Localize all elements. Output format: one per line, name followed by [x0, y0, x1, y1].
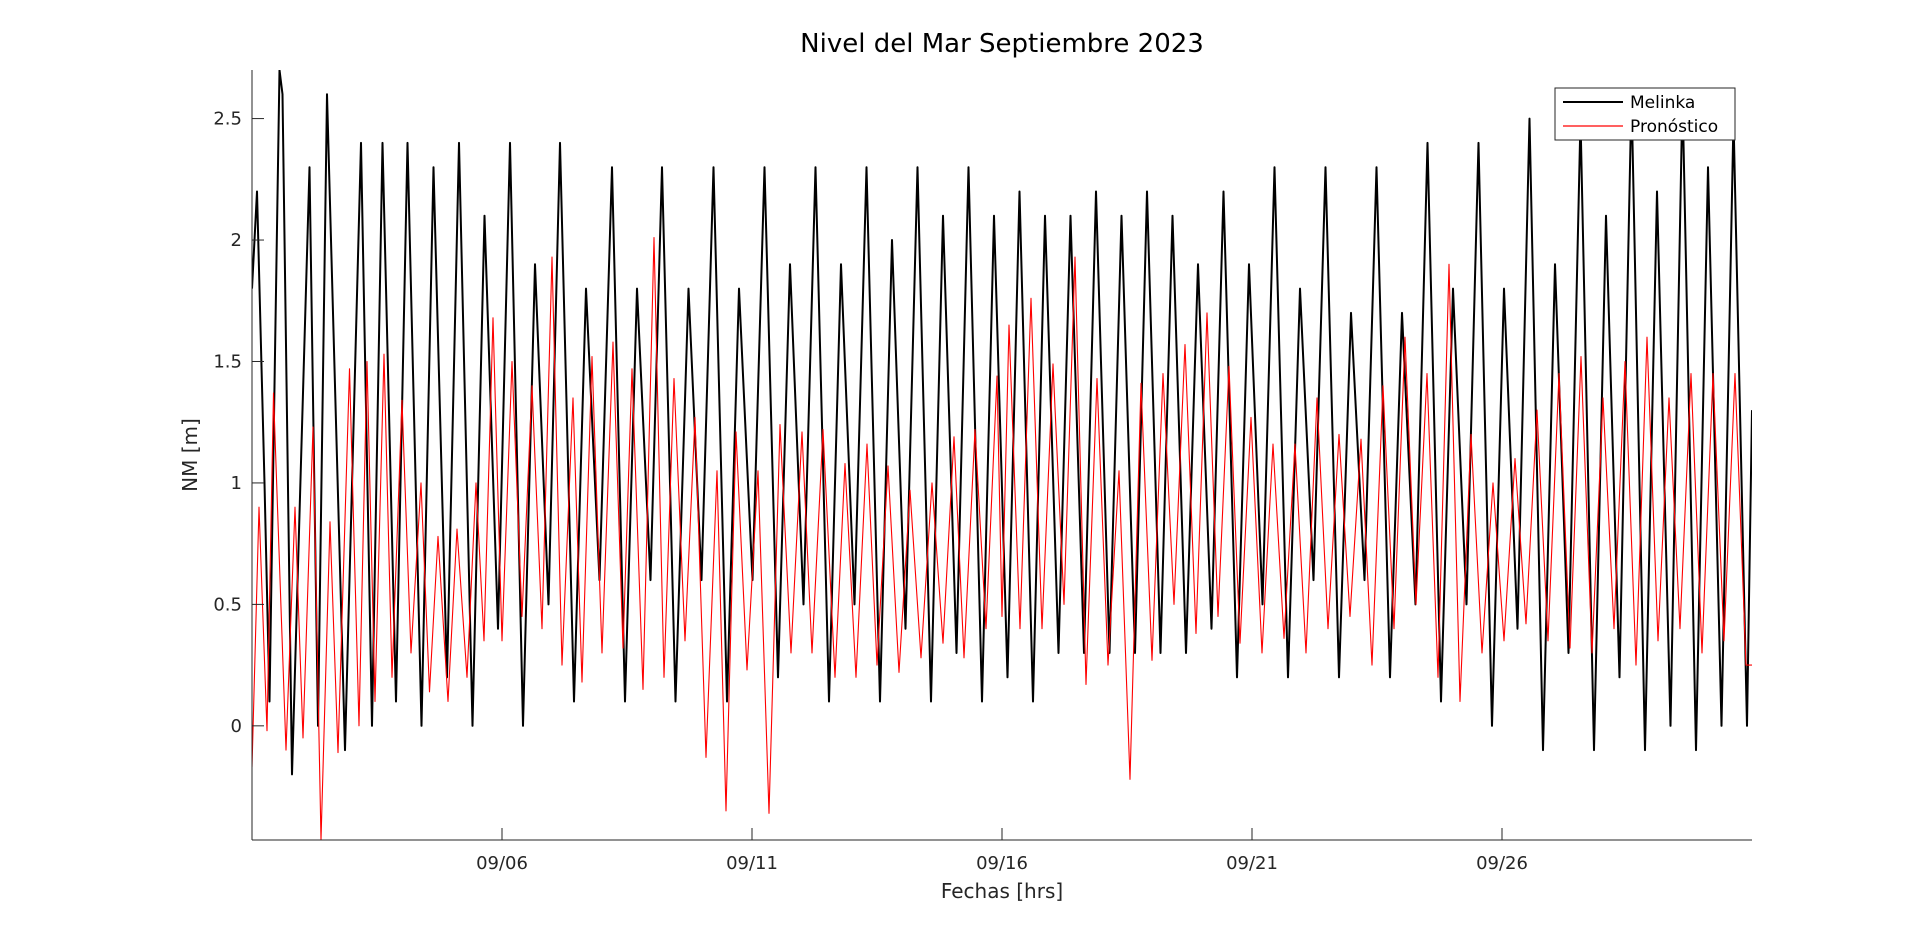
x-tick-label: 09/21	[1226, 853, 1278, 874]
x-tick-label: 09/26	[1476, 853, 1528, 874]
y-tick-label: 1	[231, 473, 242, 494]
y-tick-label: 0	[231, 716, 242, 737]
series-layer	[252, 70, 1752, 840]
x-axis-label: Fechas [hrs]	[941, 879, 1063, 903]
series-line-pronostico	[252, 237, 1752, 840]
legend-entry-label: Melinka	[1630, 93, 1695, 113]
y-axis-label: NM [m]	[178, 418, 202, 492]
chart-title: Nivel del Mar Septiembre 2023	[800, 29, 1204, 59]
legend[interactable]: Melinka Pronóstico	[1554, 87, 1736, 141]
series-line-melinka	[252, 70, 1752, 776]
y-tick-label: 0.5	[213, 594, 242, 615]
y-tick-label: 2.5	[213, 109, 242, 130]
y-tick-label: 1.5	[213, 351, 242, 372]
y-tick-label: 2	[231, 230, 242, 251]
axes: 09/06 09/11 09/16 09/21 09/26 0 0.5 1 1.5 2 2.5	[213, 70, 1752, 874]
legend-entry-label: Pronóstico	[1630, 117, 1718, 137]
x-tick-label: 09/06	[476, 853, 528, 874]
x-tick-label: 09/16	[976, 853, 1028, 874]
x-tick-label: 09/11	[726, 853, 778, 874]
legend-box	[1554, 87, 1736, 141]
